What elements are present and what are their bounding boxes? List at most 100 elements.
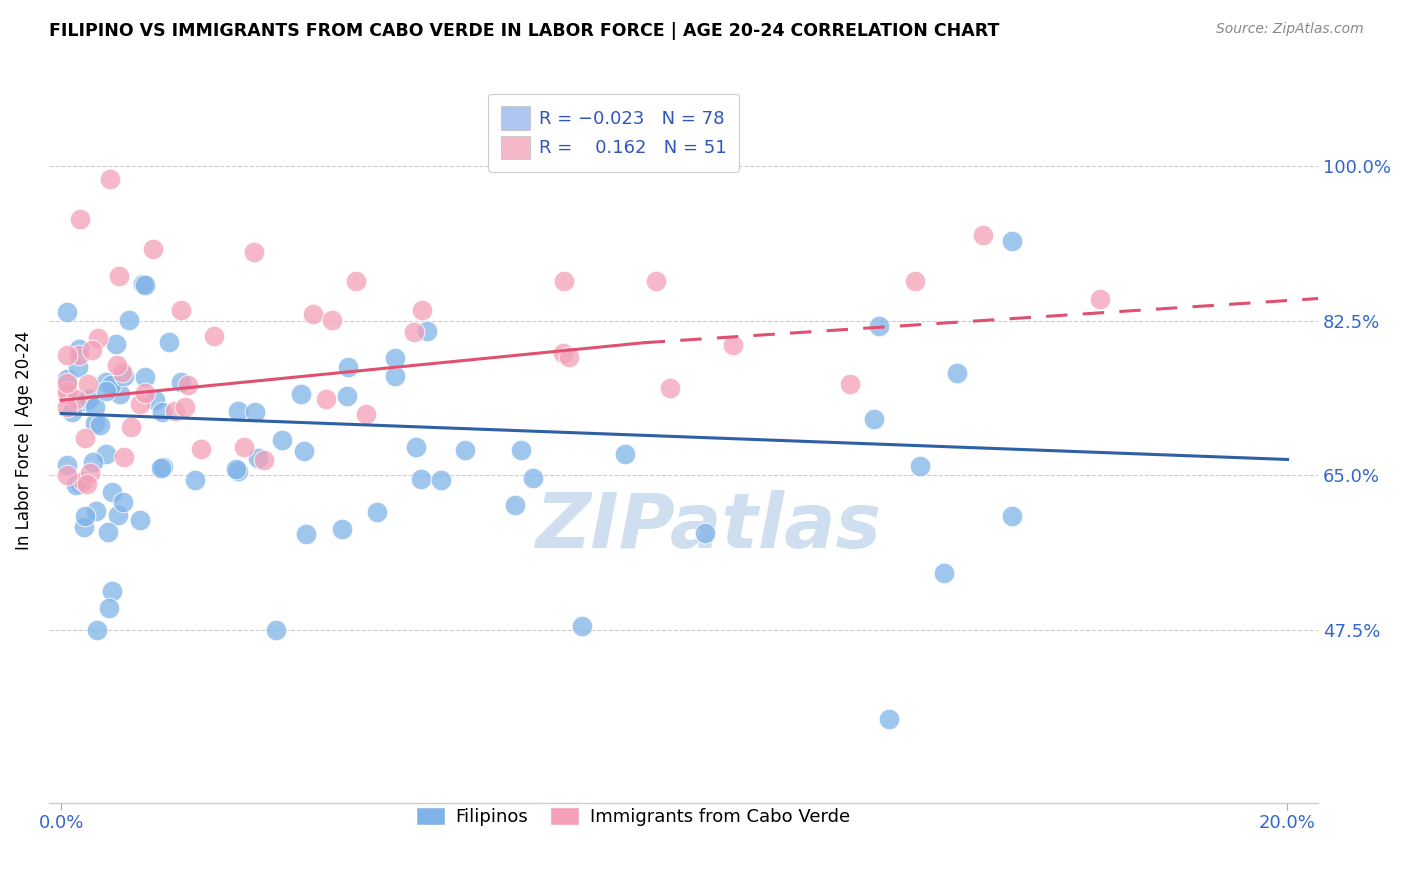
Point [908, 459, 931, 474]
Point [67, 349, 90, 363]
Point [932, 566, 955, 580]
Point [101, 583, 124, 598]
Point [315, 392, 337, 406]
Point [112, 494, 135, 508]
Point [290, 387, 312, 401]
Point [242, 244, 264, 259]
Point [82, 455, 104, 469]
Point [721, 338, 744, 352]
Point [107, 508, 129, 522]
Point [56, 384, 79, 398]
Point [56, 386, 79, 401]
Point [264, 623, 287, 637]
Point [56, 348, 79, 362]
Point [384, 351, 406, 365]
Point [330, 522, 353, 536]
Point [157, 334, 180, 349]
Point [89, 417, 111, 432]
Point [83, 416, 105, 430]
Point [202, 329, 225, 343]
Point [904, 274, 927, 288]
Point [553, 274, 575, 288]
Point [972, 227, 994, 242]
Point [73, 508, 96, 523]
Point [94, 375, 117, 389]
Point [302, 307, 325, 321]
Point [614, 447, 637, 461]
Point [69, 475, 91, 490]
Point [1000, 234, 1022, 248]
Point [118, 313, 141, 327]
Point [454, 442, 477, 457]
Point [100, 378, 122, 392]
Point [80, 343, 103, 357]
Point [108, 268, 131, 283]
Point [177, 378, 200, 392]
Point [60, 405, 83, 419]
Point [56, 372, 79, 386]
Point [169, 302, 191, 317]
Point [190, 442, 212, 456]
Point [1000, 508, 1022, 523]
Point [863, 412, 886, 426]
Text: ZIPatlas: ZIPatlas [536, 490, 882, 564]
Point [128, 396, 150, 410]
Point [142, 242, 165, 256]
Point [134, 277, 156, 292]
Point [97, 524, 120, 539]
Point [571, 618, 593, 632]
Point [143, 392, 166, 407]
Point [243, 405, 266, 419]
Point [165, 404, 187, 418]
Point [98, 600, 121, 615]
Point [77, 392, 100, 406]
Point [411, 303, 433, 318]
Point [384, 368, 406, 383]
Point [79, 466, 101, 480]
Point [226, 464, 249, 478]
Point [292, 444, 315, 458]
Point [522, 471, 544, 485]
Point [77, 376, 100, 391]
Point [232, 440, 254, 454]
Point [129, 513, 152, 527]
Point [112, 450, 135, 464]
Point [551, 345, 574, 359]
Point [94, 447, 117, 461]
Text: FILIPINO VS IMMIGRANTS FROM CABO VERDE IN LABOR FORCE | AGE 20-24 CORRELATION CH: FILIPINO VS IMMIGRANTS FROM CABO VERDE I… [49, 22, 1000, 40]
Point [225, 462, 247, 476]
Point [946, 367, 969, 381]
Point [84, 503, 107, 517]
Point [69, 211, 91, 226]
Point [111, 365, 134, 379]
Point [73, 431, 96, 445]
Point [149, 461, 172, 475]
Point [112, 368, 135, 383]
Point [150, 405, 173, 419]
Point [56, 376, 79, 390]
Point [838, 377, 860, 392]
Point [416, 324, 439, 338]
Point [75, 393, 97, 408]
Point [226, 404, 249, 418]
Point [510, 442, 533, 457]
Point [270, 433, 292, 447]
Point [107, 359, 129, 373]
Point [134, 385, 156, 400]
Point [645, 274, 668, 288]
Point [693, 525, 716, 540]
Point [184, 473, 207, 487]
Point [65, 392, 87, 406]
Legend: Filipinos, Immigrants from Cabo Verde: Filipinos, Immigrants from Cabo Verde [409, 799, 858, 833]
Point [405, 440, 427, 454]
Point [67, 360, 90, 375]
Point [174, 400, 197, 414]
Point [1088, 292, 1111, 306]
Point [877, 712, 900, 726]
Point [131, 277, 153, 292]
Point [65, 478, 87, 492]
Point [170, 375, 193, 389]
Point [84, 400, 107, 414]
Point [344, 274, 367, 288]
Point [101, 485, 124, 500]
